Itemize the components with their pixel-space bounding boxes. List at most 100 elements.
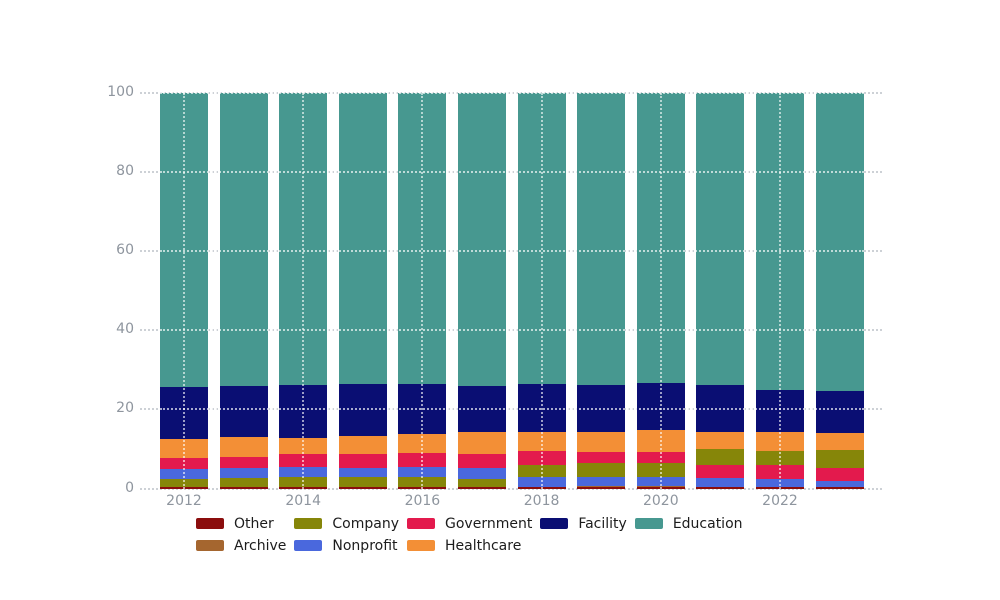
- bar-segment-facility[interactable]: [219, 385, 268, 438]
- bar-segment-nonprofit[interactable]: [219, 468, 268, 479]
- y-tick-label: 80: [116, 162, 134, 179]
- legend-label: Company: [332, 515, 399, 532]
- stacked-bar-2021[interactable]: [696, 92, 745, 489]
- y-tick-label: 0: [125, 479, 134, 496]
- legend-item-company[interactable]: Company: [294, 515, 399, 532]
- legend-swatch-archive: [196, 540, 224, 551]
- bar-segment-other[interactable]: [219, 487, 268, 489]
- bar-segment-company[interactable]: [458, 478, 506, 487]
- bar-segment-facility[interactable]: [815, 390, 864, 433]
- legend-column: Facility: [540, 516, 627, 553]
- bar-segment-healthcare[interactable]: [815, 432, 864, 451]
- legend-label: Healthcare: [445, 537, 522, 554]
- bar-segment-nonprofit[interactable]: [815, 481, 864, 487]
- legend-swatch-nonprofit: [294, 540, 323, 551]
- y-gridline-overlay: [160, 408, 864, 411]
- bar-segment-nonprofit[interactable]: [696, 478, 745, 487]
- bar-segment-archive[interactable]: [338, 486, 387, 488]
- bar-segment-healthcare[interactable]: [577, 431, 626, 453]
- bar-segment-education[interactable]: [458, 92, 506, 386]
- bar-segment-government[interactable]: [458, 453, 506, 468]
- x-tick-label: 2020: [642, 492, 679, 509]
- x-tick-label: 2022: [762, 492, 798, 509]
- x-gridline-overlay: [302, 92, 305, 489]
- y-tick-label: 20: [116, 400, 134, 417]
- x-tick-label: 2018: [523, 492, 560, 509]
- bar-segment-education[interactable]: [219, 92, 268, 386]
- bar-segment-government[interactable]: [577, 452, 626, 464]
- legend-swatch-company: [294, 518, 323, 529]
- legend-swatch-government: [407, 518, 435, 529]
- bar-segment-other[interactable]: [458, 487, 506, 489]
- bar-segment-other[interactable]: [815, 487, 864, 489]
- bar-segment-healthcare[interactable]: [696, 431, 745, 450]
- y-gridline-overlay: [160, 170, 864, 173]
- bar-segment-company[interactable]: [338, 477, 387, 487]
- bar-segment-company[interactable]: [219, 478, 268, 487]
- bar-segment-nonprofit[interactable]: [338, 467, 387, 478]
- bar-segment-archive[interactable]: [458, 486, 506, 488]
- legend-swatch-facility: [540, 518, 569, 529]
- bar-segment-company[interactable]: [815, 450, 864, 469]
- legend-label: Other: [234, 515, 274, 532]
- stacked-bar-2015[interactable]: [338, 92, 387, 489]
- legend-label: Nonprofit: [332, 537, 398, 554]
- legend-swatch-other: [196, 518, 224, 529]
- bar-segment-education[interactable]: [815, 92, 864, 391]
- legend-item-other[interactable]: Other: [196, 515, 286, 532]
- stacked-bar-2023[interactable]: [815, 92, 864, 489]
- bar-segment-education[interactable]: [696, 92, 745, 386]
- stacked-bar-2013[interactable]: [219, 92, 268, 489]
- legend-label: Facility: [578, 515, 627, 532]
- legend-item-healthcare[interactable]: Healthcare: [407, 537, 532, 554]
- legend-item-government[interactable]: Government: [407, 515, 533, 532]
- bar-segment-government[interactable]: [219, 456, 268, 469]
- y-tick-label: 40: [116, 321, 134, 338]
- bar-segment-company[interactable]: [577, 463, 626, 477]
- chart-legend: Other Archive Company Nonprofit Government He…: [196, 515, 743, 554]
- x-gridline-overlay: [779, 92, 781, 489]
- bar-segment-company[interactable]: [696, 449, 745, 466]
- bar-segment-archive[interactable]: [696, 486, 745, 488]
- bar-segment-healthcare[interactable]: [219, 437, 268, 457]
- legend-item-archive[interactable]: Archive: [196, 537, 287, 554]
- y-gridline-overlay: [160, 329, 864, 332]
- bar-segment-government[interactable]: [815, 468, 864, 481]
- legend-item-facility[interactable]: Facility: [540, 515, 627, 532]
- bar-segment-healthcare[interactable]: [458, 432, 506, 454]
- bar-segment-facility[interactable]: [577, 384, 626, 432]
- legend-label: Education: [672, 515, 743, 532]
- stacked-bar-2019[interactable]: [577, 92, 626, 489]
- legend-label: Archive: [234, 537, 287, 554]
- bar-segment-archive[interactable]: [815, 486, 864, 488]
- legend-item-nonprofit[interactable]: Nonprofit: [294, 537, 399, 554]
- y-gridline-overlay: [160, 249, 864, 252]
- bar-segment-education[interactable]: [577, 92, 626, 385]
- y-tick-label: 100: [107, 83, 134, 100]
- stacked-bar-2017[interactable]: [458, 92, 506, 489]
- legend-column: Company Nonprofit: [294, 515, 399, 554]
- legend-column: Government Healthcare: [407, 515, 533, 554]
- legend-column: Education: [634, 515, 743, 553]
- bar-segment-other[interactable]: [577, 487, 626, 489]
- bar-segment-other[interactable]: [696, 487, 745, 489]
- x-tick-label: 2014: [285, 492, 321, 509]
- legend-column: Other Archive: [196, 515, 287, 554]
- x-tick-label: 2012: [166, 492, 202, 509]
- y-gridline: [140, 487, 882, 490]
- y-gridline-overlay: [160, 91, 864, 94]
- bar-segment-other[interactable]: [338, 487, 387, 489]
- bar-segment-healthcare[interactable]: [338, 436, 387, 455]
- bar-segment-nonprofit[interactable]: [458, 467, 506, 479]
- bar-segment-education[interactable]: [338, 92, 387, 384]
- bar-segment-nonprofit[interactable]: [577, 476, 626, 487]
- x-gridline-overlay: [421, 92, 424, 489]
- bar-segment-government[interactable]: [696, 465, 745, 479]
- x-tick-label: 2016: [404, 492, 441, 509]
- bar-segment-archive[interactable]: [219, 486, 268, 488]
- bar-segment-archive[interactable]: [577, 486, 626, 488]
- legend-label: Government: [445, 515, 533, 532]
- bar-segment-government[interactable]: [338, 454, 387, 468]
- legend-item-education[interactable]: Education: [634, 515, 743, 532]
